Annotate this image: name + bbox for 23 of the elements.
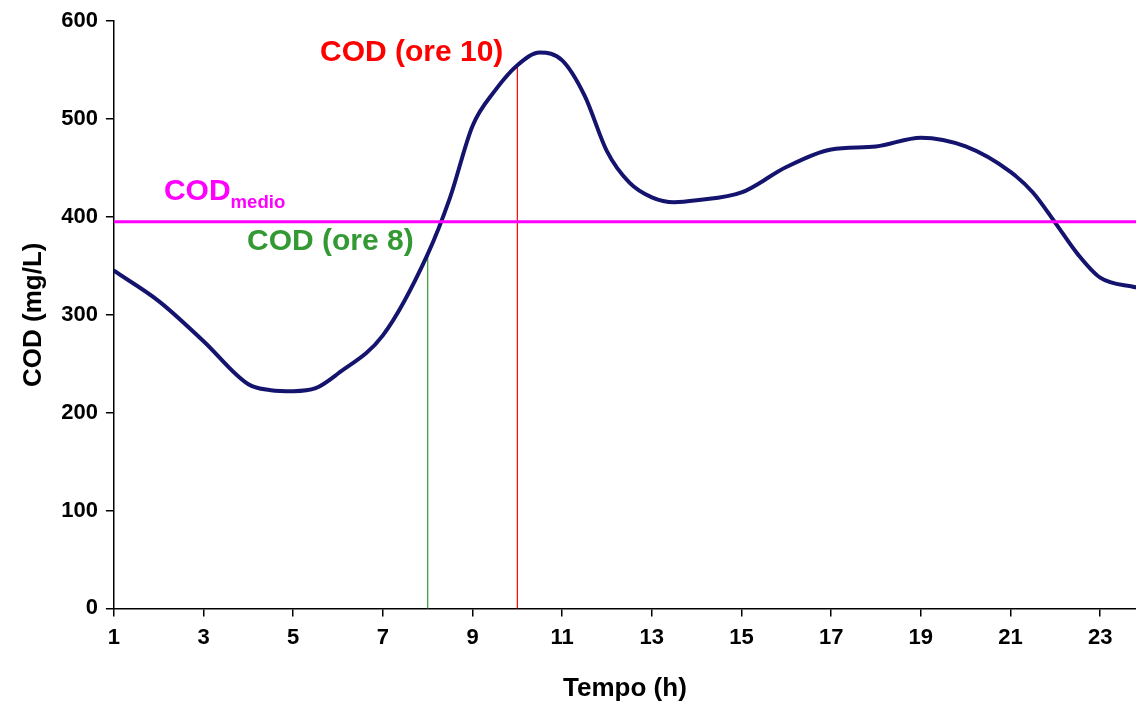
y-tick-label: 400 <box>61 203 98 228</box>
x-tick-label: 21 <box>998 623 1023 649</box>
y-tick-label: 100 <box>61 496 98 522</box>
x-tick-label: 9 <box>466 623 479 649</box>
y-tick-label: 600 <box>61 7 98 33</box>
x-tick-label: 3 <box>197 623 210 649</box>
x-axis-title: Tempo (h) <box>563 671 687 702</box>
x-tick-label: 5 <box>287 623 300 649</box>
y-tick-label: 500 <box>61 105 98 131</box>
x-tick-label: 1 <box>107 623 121 649</box>
x-tick-label: 7 <box>376 623 389 649</box>
y-tick-label: 200 <box>61 398 98 424</box>
annotation: COD (ore 8) <box>247 223 414 257</box>
x-tick-label: 19 <box>908 623 934 649</box>
annotation: COD (ore 10) <box>320 34 504 68</box>
y-tick-label: 0 <box>85 594 98 620</box>
x-tick-label: 15 <box>729 623 754 649</box>
y-axis-title: COD (mg/L) <box>16 242 47 388</box>
x-tick-label: 13 <box>639 623 665 649</box>
x-tick-label: 23 <box>1087 623 1113 649</box>
x-tick-label: 11 <box>550 623 574 649</box>
x-tick-label: 17 <box>818 623 844 649</box>
y-tick-label: 300 <box>61 300 98 326</box>
